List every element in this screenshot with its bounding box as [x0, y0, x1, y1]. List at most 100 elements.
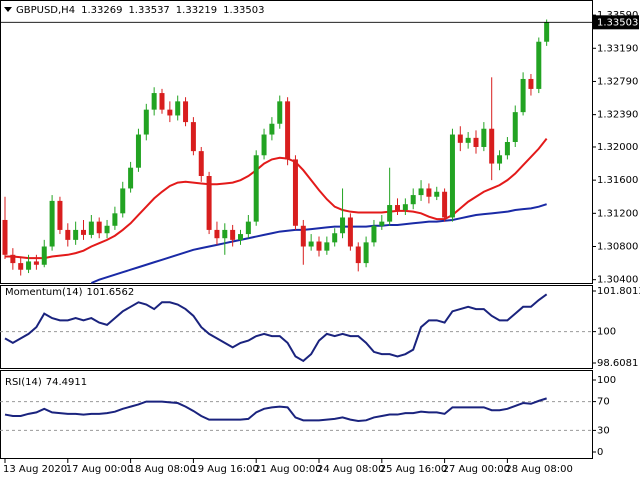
candle-body — [402, 204, 408, 211]
candle-body — [355, 246, 361, 264]
candle-body — [2, 219, 8, 255]
candle-body — [536, 41, 542, 89]
candle-body — [245, 221, 251, 235]
y-tick-label: 100 — [597, 327, 616, 338]
y-tick-label: 98.6081 — [597, 358, 638, 369]
candle-body — [489, 128, 495, 164]
indicator-value: 74.4911 — [46, 377, 87, 388]
candle-body — [73, 229, 79, 240]
x-tick-label: 13 Aug 2020 — [3, 464, 67, 475]
y-tick-label: 1.33190 — [597, 43, 638, 54]
candle-body — [449, 134, 455, 218]
candle-body — [175, 101, 181, 116]
symbol-menu-arrow[interactable] — [4, 7, 12, 12]
candle-body — [442, 191, 448, 218]
candle-body — [183, 101, 189, 123]
candle-body — [504, 142, 510, 156]
candle-body — [473, 137, 479, 147]
y-tick-label: 1.31600 — [597, 175, 638, 186]
candle-body — [135, 134, 141, 168]
x-tick-label: 28 Aug 08:00 — [505, 464, 572, 475]
price-panel — [0, 0, 593, 284]
header-close: 1.33503 — [223, 5, 264, 16]
x-tick-label: 21 Aug 00:00 — [254, 464, 321, 475]
candle-body — [159, 93, 165, 110]
moving-average — [90, 203, 547, 284]
candle-body — [26, 261, 32, 270]
candle-body — [151, 93, 157, 110]
candle-body — [10, 254, 16, 264]
x-tick-label: 17 Aug 00:00 — [66, 464, 133, 475]
candle-body — [340, 217, 346, 234]
candle-body — [316, 241, 322, 251]
candle-body — [65, 229, 71, 240]
candle-body — [387, 205, 393, 222]
candle-body — [198, 151, 204, 177]
candle-body — [528, 78, 534, 89]
candle-body — [120, 188, 126, 214]
candle-body — [206, 176, 212, 230]
y-tick-label: 1.31200 — [597, 208, 638, 219]
chart-header: GBPUSD,H4 1.33269 1.33537 1.33219 1.33503 — [16, 5, 265, 16]
candle-body — [434, 191, 440, 197]
momentum-panel — [0, 285, 593, 369]
candle-body — [253, 155, 259, 222]
x-tick-label: 25 Aug 16:00 — [380, 464, 447, 475]
rsi-panel — [0, 370, 593, 459]
candle-body — [457, 134, 463, 143]
moving-average — [5, 138, 548, 260]
candle-body — [41, 246, 47, 265]
indicator-title: RSI(14) 74.4911 — [5, 377, 87, 388]
candle-body — [190, 122, 196, 152]
candle-body — [418, 188, 424, 196]
y-tick-label: 100 — [597, 375, 616, 386]
candle-body — [544, 22, 550, 42]
indicator-line — [4, 293, 548, 363]
indicator-name: RSI(14) — [5, 377, 42, 388]
candle-body — [497, 155, 503, 164]
last-price-box — [593, 15, 639, 30]
candle-body — [112, 213, 118, 226]
candle-body — [512, 112, 518, 142]
candle-body — [214, 229, 220, 239]
candle-body — [292, 159, 298, 226]
candle-body — [520, 78, 526, 113]
y-tick-label: 0 — [597, 447, 603, 458]
candle-body — [410, 195, 416, 205]
candle-body — [230, 229, 236, 240]
candle-body — [379, 221, 385, 226]
candle-body — [347, 217, 353, 247]
y-tick-label: 70 — [597, 397, 610, 408]
y-tick-label: 1.32790 — [597, 76, 638, 87]
candle-body — [81, 229, 86, 235]
candle-body — [128, 167, 134, 189]
indicator-line — [4, 397, 547, 423]
candle-body — [88, 221, 94, 235]
candle-body — [143, 109, 149, 135]
y-tick-label: 1.32000 — [597, 142, 638, 153]
candle-body — [33, 261, 39, 265]
last-price-label: 1.33503 — [597, 17, 638, 28]
candle-body — [167, 109, 173, 116]
header-low: 1.33219 — [176, 5, 217, 16]
candle-body — [395, 205, 400, 211]
candle-body — [481, 128, 487, 147]
candle-body — [300, 225, 306, 247]
candle-body — [308, 241, 314, 247]
y-tick-label: 1.30800 — [597, 242, 638, 253]
x-tick-label: 24 Aug 08:00 — [317, 464, 384, 475]
candle-body — [261, 134, 267, 156]
header-high: 1.33537 — [128, 5, 169, 16]
candle-body — [426, 188, 432, 197]
candle-body — [57, 200, 63, 230]
candle-body — [332, 233, 338, 243]
y-tick-label: 30 — [597, 425, 610, 436]
candle-body — [465, 137, 471, 143]
x-tick-label: 27 Aug 00:00 — [443, 464, 510, 475]
x-tick-label: 19 Aug 16:00 — [191, 464, 258, 475]
candle-body — [277, 101, 283, 124]
candle-body — [285, 101, 291, 160]
candle-body — [238, 234, 243, 240]
candle-body — [269, 123, 275, 135]
